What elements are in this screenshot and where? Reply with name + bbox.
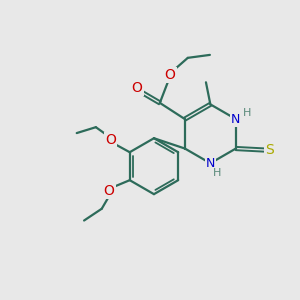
Text: O: O <box>132 81 142 95</box>
Text: N: N <box>206 157 215 170</box>
Text: S: S <box>265 143 274 157</box>
Text: O: O <box>165 68 176 82</box>
Text: H: H <box>213 168 221 178</box>
Text: O: O <box>105 133 116 147</box>
Text: H: H <box>243 108 251 118</box>
Text: O: O <box>104 184 115 198</box>
Text: N: N <box>231 112 241 126</box>
